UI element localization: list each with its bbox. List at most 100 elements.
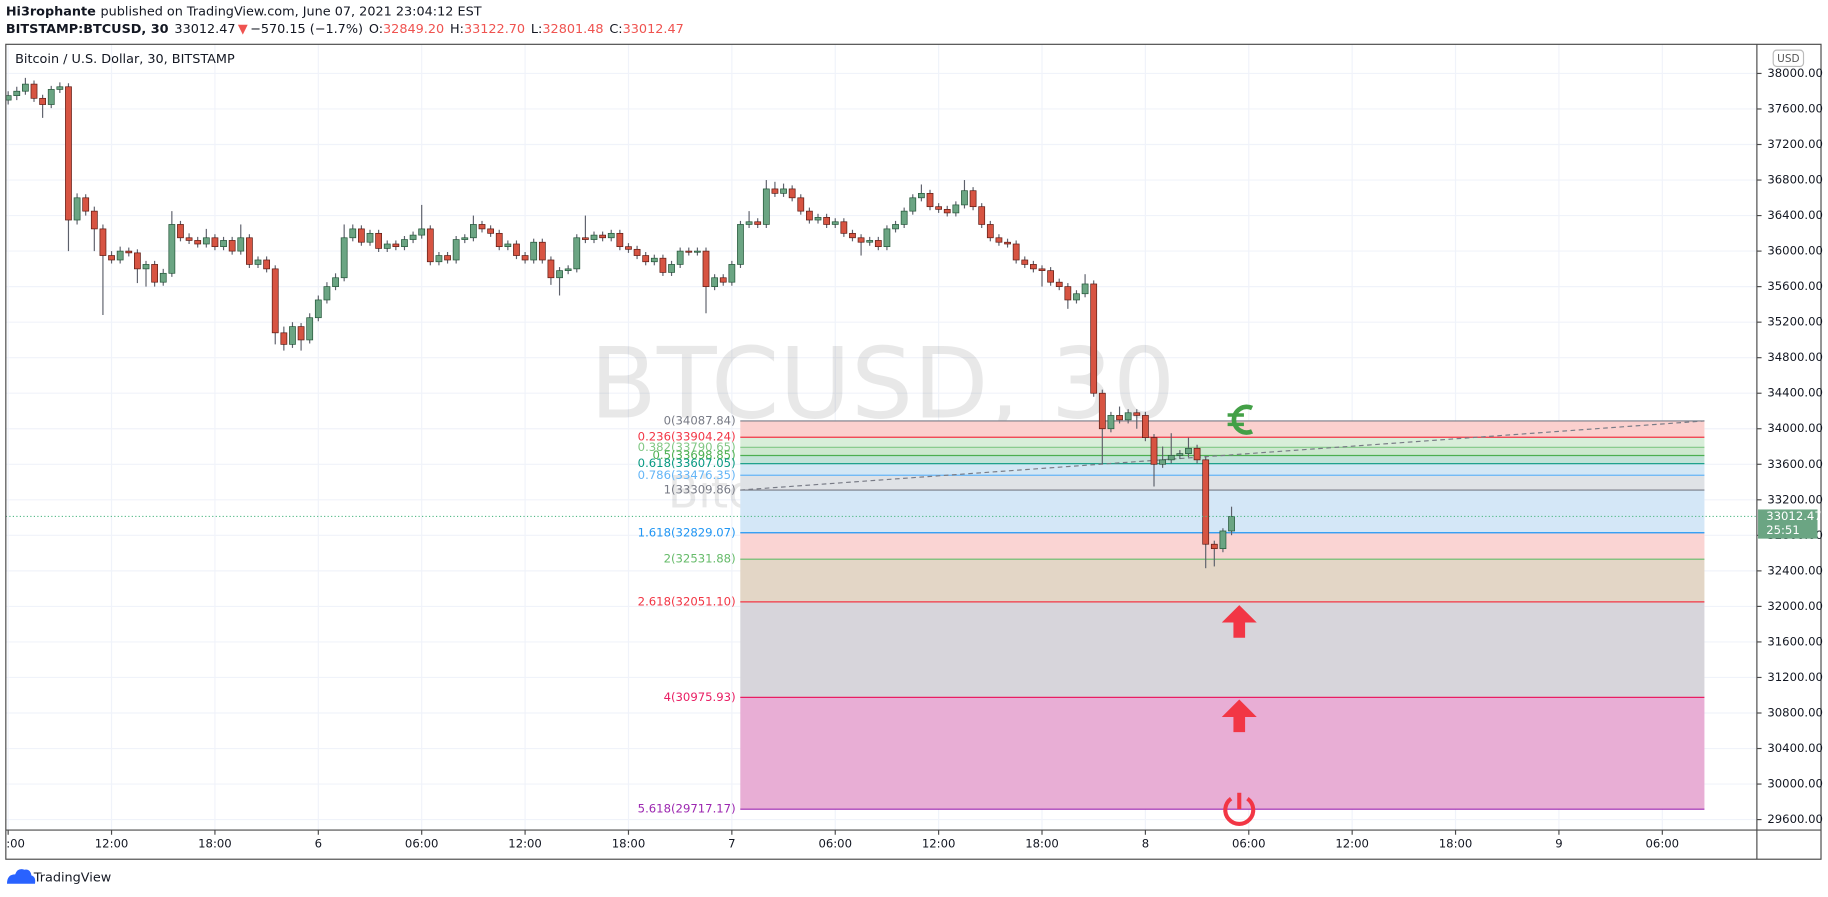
candle-body [892, 224, 899, 230]
x-tick-label: 12:00 [922, 837, 956, 851]
y-tick-label: 30400.00 [1767, 741, 1823, 755]
candle-body [90, 210, 98, 230]
fib-zone [740, 601, 1705, 698]
author: Hi3rophante [6, 4, 96, 19]
candle-body [56, 86, 64, 90]
candle-body [1116, 415, 1123, 421]
fib-zone [740, 490, 1705, 533]
candle-body [1030, 264, 1037, 270]
last-price-text: 33012.47 [1766, 509, 1822, 523]
y-tick-label: 34400.00 [1767, 386, 1823, 400]
candle-body [1185, 447, 1192, 454]
candle-body [280, 332, 288, 345]
fib-label: 0.786(33476.35) [638, 468, 736, 482]
candle-body [426, 228, 434, 263]
ohlc-value: 33012.47 [623, 22, 684, 37]
candle-body [13, 90, 21, 97]
candle-body [125, 250, 133, 254]
candle-body [452, 239, 460, 261]
brand: TradingView [6, 869, 111, 885]
x-tick-label: 7 [728, 837, 735, 851]
candle-body [995, 237, 1003, 243]
ohlc-value: 32801.48 [542, 22, 603, 37]
fib-label: 1(33309.86) [664, 483, 736, 497]
candle-body [211, 237, 219, 248]
fib-label: 0(34087.84) [664, 413, 736, 427]
candle-body [5, 95, 12, 101]
candles [5, 77, 1757, 569]
candle-body [30, 83, 38, 99]
candle-body [22, 83, 29, 92]
currency: USD [1777, 53, 1799, 65]
ohlc-label: L: [531, 22, 542, 37]
candle-body [1090, 283, 1098, 394]
x-tick-label: 8 [1142, 837, 1149, 851]
candle-body [237, 237, 245, 252]
candle-body [375, 232, 383, 249]
candle-body [392, 243, 400, 248]
candle-body [986, 224, 994, 239]
candle-body [47, 89, 55, 105]
candle-body [754, 221, 762, 225]
candle-body [961, 190, 968, 206]
candle-body [573, 237, 581, 270]
ohlc-value: 33122.70 [464, 22, 525, 37]
candle-body [478, 224, 486, 230]
candle-body [168, 224, 176, 274]
candle-body [134, 252, 141, 270]
candle-body [874, 240, 882, 248]
candle-body [728, 264, 736, 283]
candle-body [1004, 241, 1011, 245]
candle-body [952, 204, 960, 214]
candle-body [1055, 281, 1063, 287]
candle-body [314, 299, 322, 319]
candle-body [1098, 392, 1106, 430]
y-tick-label: 37200.00 [1767, 137, 1823, 151]
published: published on TradingView.com, June 07, 2… [101, 4, 482, 19]
y-tick-label: 30800.00 [1767, 705, 1823, 719]
candle-body [582, 237, 589, 240]
candle-body [547, 259, 555, 279]
fib-zone [740, 447, 1705, 456]
icons [1221, 404, 1257, 826]
candle-body [538, 241, 546, 261]
candle-body [745, 221, 753, 225]
x-tick-label: 06:00 [0, 837, 25, 851]
x-tick-label: 06:00 [1646, 837, 1680, 851]
x-tick-label: 18:00 [1439, 837, 1473, 851]
candle-body [1124, 412, 1132, 421]
candle-body [228, 240, 236, 252]
y-tick-label: 32400.00 [1767, 563, 1823, 577]
candle-body [1012, 243, 1020, 261]
y-tick-label: 33200.00 [1767, 492, 1823, 506]
candle-body [685, 250, 693, 253]
y-tick-label: 36400.00 [1767, 208, 1823, 222]
candle-body [780, 188, 787, 194]
candle-body [702, 250, 710, 287]
candle-body [116, 250, 124, 261]
candle-body [676, 250, 684, 265]
fib-label: 0.5(33698.85) [652, 448, 735, 462]
y-tick-label: 36800.00 [1767, 173, 1823, 187]
fib-zone [740, 437, 1705, 448]
candle-body [254, 259, 262, 265]
candle-body [1038, 268, 1046, 271]
candle-body [814, 216, 822, 221]
fib-label: 0.382(33790.65) [638, 440, 736, 454]
countdown: 25:51 [1766, 523, 1800, 537]
candle-body [461, 237, 469, 240]
candle-body [711, 277, 719, 287]
candle-body [633, 248, 641, 256]
currency-badge [1772, 49, 1805, 68]
candle-body [935, 206, 943, 210]
candle-body [694, 250, 701, 253]
x-tick-label: 18:00 [198, 837, 232, 851]
candle-body [642, 255, 650, 263]
legend: Bitcoin / U.S. Dollar, 30, BITSTAMP [15, 52, 235, 67]
ohlc-label: C: [609, 22, 622, 37]
y-tick-label: 31200.00 [1767, 670, 1823, 684]
x-tick-label: 12:00 [508, 837, 542, 851]
candle-body [719, 277, 727, 283]
